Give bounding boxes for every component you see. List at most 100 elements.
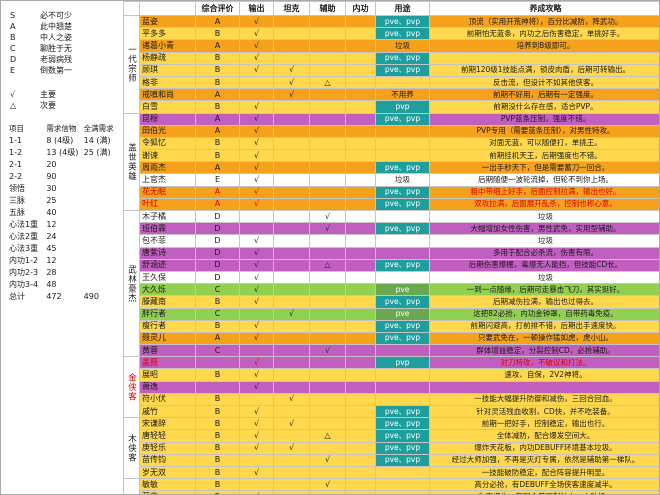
tank-mark[interactable] bbox=[273, 270, 310, 285]
tank-mark[interactable] bbox=[273, 14, 310, 29]
character-name[interactable]: 庚轻乐 bbox=[139, 441, 196, 455]
rating-cell[interactable]: B bbox=[195, 319, 240, 333]
rating-cell[interactable]: E bbox=[195, 173, 240, 187]
usage-cell[interactable] bbox=[375, 75, 430, 90]
usage-cell[interactable]: pve、pvp bbox=[375, 51, 430, 65]
strategy-cell[interactable]: 一技能大幅提升防御和减伤，三回合回血。 bbox=[429, 392, 659, 407]
usage-cell[interactable]: 垃圾 bbox=[375, 39, 430, 53]
output-mark[interactable]: √ bbox=[239, 295, 274, 309]
column-header[interactable]: 综合评价 bbox=[195, 1, 240, 16]
strategy-cell[interactable]: 前期不好用，后期有一定强度。 bbox=[429, 88, 659, 102]
neigong-mark[interactable] bbox=[345, 380, 376, 394]
character-name[interactable]: 花无眠 bbox=[139, 185, 196, 199]
tank-mark[interactable] bbox=[273, 27, 310, 41]
character-name[interactable]: 萧逸 bbox=[139, 380, 196, 394]
output-mark[interactable]: √ bbox=[239, 51, 274, 65]
group-column-header[interactable] bbox=[123, 1, 140, 16]
tank-mark[interactable] bbox=[273, 112, 310, 126]
rating-cell[interactable]: B bbox=[195, 441, 240, 455]
neigong-mark[interactable] bbox=[345, 295, 376, 309]
tank-mark[interactable] bbox=[273, 331, 310, 346]
usage-cell[interactable]: pve、pvp bbox=[375, 417, 430, 431]
tank-mark[interactable] bbox=[273, 100, 310, 114]
output-mark[interactable]: √ bbox=[239, 234, 274, 248]
support-mark[interactable] bbox=[309, 319, 346, 333]
name-column-header[interactable] bbox=[139, 1, 196, 16]
strategy-cell[interactable]: 反击流，但设计不如其他侠客。 bbox=[429, 75, 659, 90]
character-name[interactable]: 滕藏南 bbox=[139, 295, 196, 309]
strategy-cell[interactable]: 前期怕无蓝条，内功之后伤害稳定，单挑好手。 bbox=[429, 27, 659, 41]
tank-mark[interactable] bbox=[273, 161, 310, 175]
tank-mark[interactable] bbox=[273, 209, 310, 224]
strategy-cell[interactable]: 一技能破防稳定，配合阵容提升明显。 bbox=[429, 465, 659, 480]
strategy-cell[interactable]: 培养到B级即可。 bbox=[429, 39, 659, 53]
support-mark[interactable] bbox=[309, 368, 346, 382]
support-mark[interactable] bbox=[309, 465, 346, 480]
character-name[interactable]: 盖聂 bbox=[139, 356, 196, 370]
usage-cell[interactable]: pve、pvp bbox=[375, 404, 430, 419]
tank-mark[interactable] bbox=[273, 344, 310, 358]
strategy-cell[interactable]: 前期120级1技能点满，锁皮肉盾，后期可转输出。 bbox=[429, 63, 659, 77]
output-mark[interactable] bbox=[239, 453, 274, 467]
output-mark[interactable] bbox=[239, 344, 274, 358]
tank-mark[interactable]: √ bbox=[273, 307, 310, 321]
usage-cell[interactable]: pve bbox=[375, 283, 430, 297]
rating-cell[interactable]: C bbox=[195, 283, 240, 297]
output-mark[interactable]: √ bbox=[239, 246, 274, 260]
usage-cell[interactable]: pve、pvp bbox=[375, 319, 430, 333]
strategy-cell[interactable]: 多用于配合必杀流，伤害有限。 bbox=[429, 246, 659, 260]
rating-cell[interactable]: B bbox=[195, 75, 240, 90]
strategy-cell[interactable]: 对刀特攻，不破议和打法。 bbox=[429, 356, 659, 370]
tank-mark[interactable] bbox=[273, 258, 310, 272]
support-mark[interactable] bbox=[309, 392, 346, 407]
neigong-mark[interactable] bbox=[345, 307, 376, 321]
strategy-cell[interactable]: 前期没什么存在感，适合PVP。 bbox=[429, 100, 659, 114]
rating-cell[interactable]: B bbox=[195, 51, 240, 65]
neigong-mark[interactable] bbox=[345, 112, 376, 126]
neigong-mark[interactable] bbox=[345, 453, 376, 467]
rating-cell[interactable]: B bbox=[195, 368, 240, 382]
strategy-cell[interactable] bbox=[429, 51, 659, 65]
tank-mark[interactable] bbox=[273, 490, 310, 494]
character-name[interactable]: 戚竹 bbox=[139, 404, 196, 419]
character-name[interactable]: 白雪 bbox=[139, 100, 196, 114]
strategy-cell[interactable]: 后期减伤拉满，输出也过得去。 bbox=[429, 295, 659, 309]
neigong-mark[interactable] bbox=[345, 490, 376, 494]
rating-cell[interactable]: D bbox=[195, 234, 240, 248]
tank-mark[interactable]: √ bbox=[273, 441, 310, 455]
character-name[interactable]: 谢谏 bbox=[139, 149, 196, 163]
output-mark[interactable]: √ bbox=[239, 27, 274, 41]
support-mark[interactable] bbox=[309, 490, 346, 494]
neigong-mark[interactable] bbox=[345, 404, 376, 419]
output-mark[interactable]: √ bbox=[239, 380, 274, 394]
neigong-mark[interactable] bbox=[345, 173, 376, 187]
character-name[interactable]: 聂灵儿 bbox=[139, 331, 196, 346]
output-mark[interactable]: √ bbox=[239, 441, 274, 455]
character-name[interactable]: 戒嗔和尚 bbox=[139, 88, 196, 102]
rating-cell[interactable]: A bbox=[195, 112, 240, 126]
output-mark[interactable] bbox=[239, 75, 274, 90]
strategy-cell[interactable]: 垃圾 bbox=[429, 270, 659, 285]
output-mark[interactable]: √ bbox=[239, 173, 274, 187]
output-mark[interactable]: √ bbox=[239, 161, 274, 175]
rating-cell[interactable]: D bbox=[195, 209, 240, 224]
character-name[interactable]: 令狐忆 bbox=[139, 136, 196, 151]
rating-cell[interactable]: B bbox=[195, 27, 240, 41]
rating-cell[interactable]: B bbox=[195, 478, 240, 492]
neigong-mark[interactable] bbox=[345, 209, 376, 224]
strategy-cell[interactable]: 一出手秒天下，但是需要蓄刀一回合。 bbox=[429, 161, 659, 175]
rating-cell[interactable]: A bbox=[195, 161, 240, 175]
support-mark[interactable] bbox=[309, 173, 346, 187]
strategy-cell[interactable]: 速攻、自保，2V2神将。 bbox=[429, 368, 659, 382]
usage-cell[interactable]: pve bbox=[375, 307, 430, 321]
output-mark[interactable]: √ bbox=[239, 112, 274, 126]
column-header[interactable]: 养成攻略 bbox=[429, 1, 659, 16]
tank-mark[interactable] bbox=[273, 136, 310, 151]
support-mark[interactable] bbox=[309, 51, 346, 65]
strategy-cell[interactable]: 双攻拉满，后面展开乱杀，控制也称心意。 bbox=[429, 197, 659, 212]
tank-mark[interactable] bbox=[273, 404, 310, 419]
tank-mark[interactable] bbox=[273, 173, 310, 187]
character-name[interactable]: 田伯光 bbox=[139, 124, 196, 138]
strategy-cell[interactable]: 后期伤害爆棚，毒爆无人能挡，但技能CD长。 bbox=[429, 258, 659, 272]
output-mark[interactable] bbox=[239, 209, 274, 224]
